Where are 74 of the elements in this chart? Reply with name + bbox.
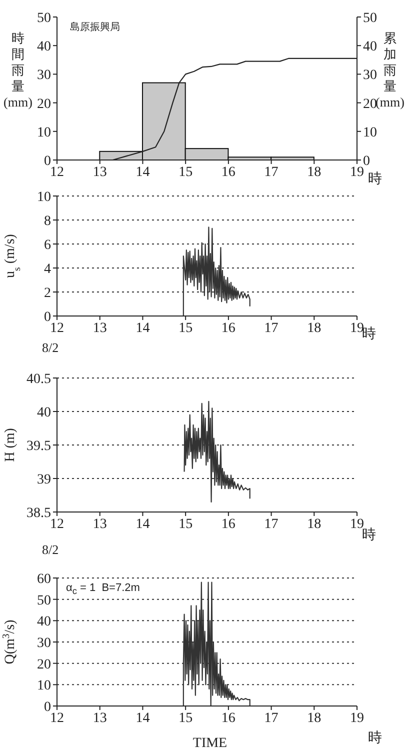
y-tick-label: 0 (44, 310, 51, 325)
x-tick-label: 16 (221, 516, 236, 532)
x-tick-label: 17 (264, 320, 278, 336)
y-tick-label: 40 (37, 405, 51, 420)
x-tick-label: 16 (221, 164, 236, 180)
x-tick-label: 18 (307, 164, 322, 180)
y-tick-label: 40 (37, 40, 51, 55)
y-tick-label: 40 (37, 614, 51, 630)
x-tick-label: 17 (264, 516, 278, 532)
x-tick-label: 17 (264, 164, 278, 180)
y2-tick-label: 40 (363, 40, 377, 55)
x-tick-label: 19 (350, 320, 364, 336)
x-tick-label: 14 (136, 710, 150, 726)
x-tick-label: 18 (307, 710, 322, 726)
x-axis-title: 時 (368, 170, 383, 188)
x-tick-label: 19 (350, 164, 364, 180)
y-axis-title: H (m) (3, 428, 18, 462)
y-tick-label: 10 (37, 678, 51, 694)
y-tick-label: 50 (37, 593, 51, 608)
y2-tick-label: 20 (363, 96, 377, 112)
y2-tick-label: 10 (363, 125, 377, 140)
y-tick-label: 39.5 (26, 438, 51, 454)
x-tick-label: 13 (92, 320, 107, 336)
y-axis-title: 時間雨量(mm) (4, 30, 32, 110)
x-tick-label: 19 (350, 710, 364, 726)
annotation: 島原振興局 (70, 20, 120, 34)
y-tick-label: 0 (44, 154, 51, 169)
x-tick-label: 14 (136, 516, 150, 532)
x-tick-label: 13 (92, 164, 107, 180)
y-tick-label: 50 (37, 10, 51, 26)
text: 8/2 (42, 542, 59, 558)
x-tick-label: 16 (221, 710, 236, 726)
y2-axis-title: 累加雨量(mm) (376, 30, 404, 110)
x-tick-label: 13 (92, 516, 107, 532)
x-tick-label: 13 (92, 710, 107, 726)
text: 時 (368, 730, 382, 747)
y-tick-label: 6 (44, 238, 51, 253)
x-tick-label: 12 (50, 320, 64, 336)
y-tick-label: 38.5 (26, 506, 51, 521)
y-tick-label: 4 (44, 262, 51, 277)
x-tick-label: 12 (50, 710, 64, 726)
x-tick-label: 14 (136, 320, 150, 336)
y-tick-label: 30 (37, 68, 51, 84)
y2-tick-label: 0 (363, 154, 370, 169)
x-tick-label: 15 (178, 710, 193, 726)
y-tick-label: 60 (37, 572, 51, 587)
y-tick-label: 2 (44, 286, 51, 301)
y-tick-label: 20 (37, 96, 51, 112)
x-tick-label: 18 (307, 516, 322, 532)
x-tick-label: 16 (221, 320, 236, 336)
y-tick-label: 40.5 (26, 372, 51, 387)
y-tick-label: 8 (44, 214, 51, 229)
x-tick-label: 15 (178, 516, 193, 532)
y-tick-label: 20 (37, 657, 51, 672)
x-tick-label: 12 (50, 516, 64, 532)
x-tick-label: 14 (136, 164, 150, 180)
x-tick-label: 12 (50, 164, 64, 180)
y2-tick-label: 50 (363, 10, 377, 26)
annotation: α$_{c}$ = 1 B=7.2m (66, 582, 140, 596)
x-tick-label: 18 (307, 320, 322, 336)
x-tick-label: 19 (350, 516, 364, 532)
x-axis-title: TIME (192, 736, 228, 752)
y-tick-label: 39 (37, 472, 51, 488)
x-tick-label: 17 (264, 710, 278, 726)
y-tick-label: 10 (37, 125, 51, 140)
y-tick-label: 30 (37, 636, 51, 651)
text: 8/2 (42, 340, 59, 356)
x-tick-label: 15 (178, 320, 193, 336)
y2-tick-label: 30 (363, 68, 377, 84)
y-tick-label: 0 (44, 700, 51, 715)
x-tick-label: 15 (178, 164, 193, 180)
x-axis-title: 時 (362, 528, 377, 544)
x-axis-title: 時 (362, 326, 377, 343)
y-tick-label: 10 (37, 190, 51, 205)
